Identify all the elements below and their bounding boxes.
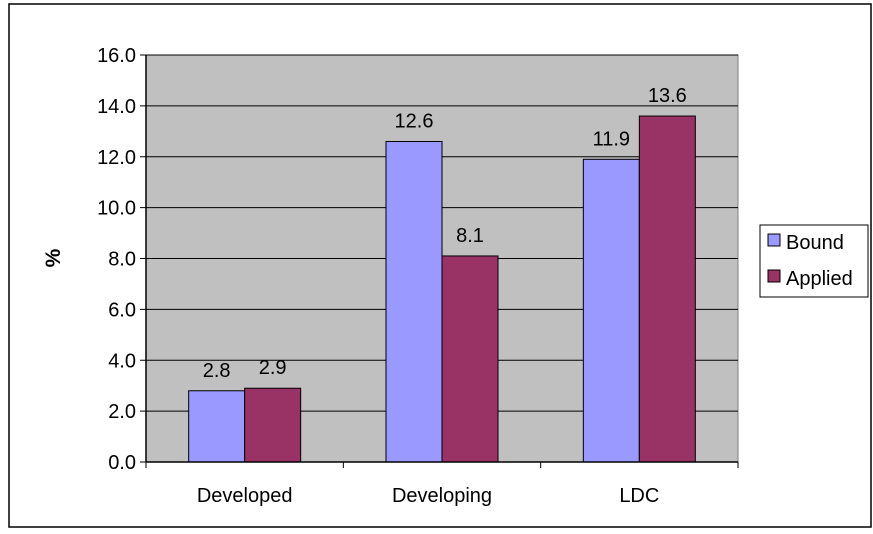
bar-applied-developing [441,255,499,463]
y-tick-label: 4.0 [108,350,136,372]
y-tick-label: 2.0 [108,401,136,423]
y-axis-label: % [42,248,65,267]
bar-applied-developed [244,387,302,463]
data-label: 2.8 [203,360,231,382]
data-label: 8.1 [456,225,484,247]
y-tick-label: 16.0 [97,45,136,67]
data-label: 11.9 [593,128,630,150]
data-labels: 2.8 2.9 12.6 8.1 11.9 13.6 [203,85,687,382]
bars [188,115,696,463]
legend-label-applied: Applied [786,268,853,290]
y-tick-label: 14.0 [97,96,136,118]
x-tick-label: Developing [392,485,492,507]
y-tick-label: 6.0 [108,299,136,321]
axes: 0.0 2.0 4.0 6.0 8.0 10.0 12.0 14.0 16.0 Developed… [97,45,739,507]
y-tick-label: 0.0 [108,452,136,474]
data-label: 12.6 [395,110,434,132]
y-tick-label: 8.0 [108,249,136,271]
data-label: 13.6 [648,85,687,107]
bar-bound-developed [188,390,246,463]
bar-bound-ldc [582,158,640,463]
x-tick-label: Developed [197,485,293,507]
legend-swatch-bound [767,233,781,247]
bar-bound-developing [385,140,443,463]
legend: Bound Applied [759,224,869,298]
legend-label-bound: Bound [786,232,844,254]
y-tick-label: 12.0 [97,147,136,169]
bar-applied-ldc [638,115,696,463]
legend-swatch-applied [767,269,781,283]
x-tick-label: LDC [619,485,659,507]
y-tick-label: 10.0 [97,198,136,220]
data-label: 2.9 [259,357,287,379]
